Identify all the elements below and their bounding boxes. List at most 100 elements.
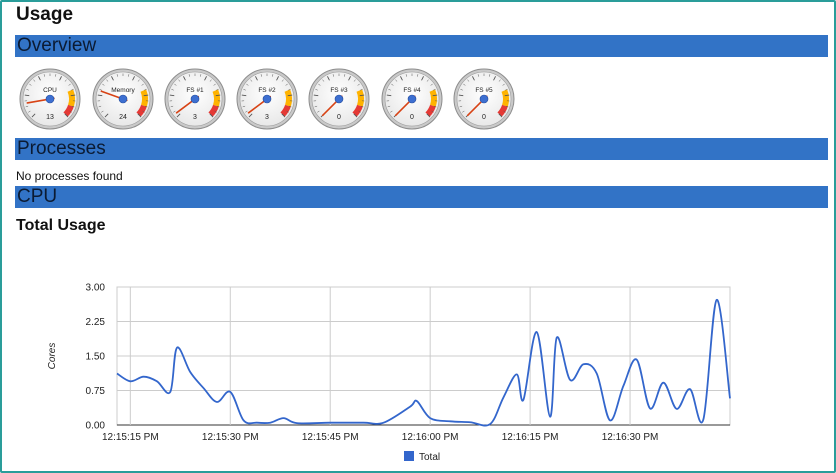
gauge-tick: [98, 105, 102, 108]
gauge-tick: [400, 76, 403, 81]
legend-swatch-total: [404, 451, 414, 461]
gauge-tick: [204, 76, 207, 81]
gauge-tick: [141, 83, 144, 86]
gauge-value: 0: [482, 114, 486, 121]
gauge-tick: [281, 113, 286, 118]
gauge-red-band: [136, 104, 147, 117]
gauge-tick: [348, 76, 351, 81]
gauge-tick: [215, 94, 221, 97]
gauge-fs2: FS #2 3: [236, 68, 298, 130]
gauge-tick: [498, 113, 503, 118]
gauge-tick: [116, 74, 118, 77]
gauge-value: 0: [337, 114, 341, 121]
gauge-tick: [327, 76, 330, 81]
gauge-red-band: [208, 104, 219, 117]
gauge-tick: [106, 79, 109, 82]
gauge-label: CPU: [43, 87, 57, 94]
gauge-hub: [407, 94, 417, 104]
gauge-tick: [432, 94, 438, 97]
gauge-label: FS #4: [403, 87, 421, 94]
gauge-tick: [33, 79, 36, 82]
gauge-tick: [188, 74, 190, 77]
gauge-tick: [242, 105, 246, 108]
gauge-tick: [59, 76, 62, 81]
gauge-tick: [25, 105, 29, 108]
gauge-tick: [353, 79, 356, 82]
gauge-tick: [250, 79, 253, 82]
gauge-tick: [255, 76, 258, 81]
y-tick-label: 1.50: [86, 352, 106, 363]
gauge-tick: [71, 105, 75, 108]
gauge-tick: [176, 113, 181, 118]
gauge-tick: [209, 113, 214, 118]
gauge-tick: [332, 74, 334, 77]
gauge-tick: [405, 74, 407, 77]
gauge-tick: [213, 83, 216, 86]
gauge-tick: [493, 76, 496, 81]
y-tick-label: 0.75: [86, 386, 106, 397]
y-axis-label: Cores: [47, 343, 58, 370]
gauge-tick: [71, 89, 74, 91]
gauge-tick: [102, 83, 105, 86]
gauge-tick: [462, 110, 465, 113]
gauge-tick: [55, 74, 57, 77]
gauge-tick: [142, 110, 145, 113]
chart-subtitle: Total Usage: [16, 217, 106, 234]
gauge-tick: [360, 89, 363, 91]
gauge-tick: [137, 79, 140, 82]
gauge-tick: [69, 110, 72, 113]
gauge-label: FS #2: [258, 87, 276, 94]
gauge-tick: [505, 105, 509, 108]
gauge-tick: [489, 74, 491, 77]
gauge-tick: [174, 83, 177, 86]
gauge-tick: [216, 105, 220, 108]
gauge-hub: [190, 94, 200, 104]
x-tick-label: 12:15:45 PM: [302, 432, 359, 443]
gauge-tick: [28, 110, 31, 113]
gauge-tick: [417, 74, 419, 77]
section-header-cpu: CPU: [15, 186, 828, 208]
gauge-tick: [64, 113, 69, 118]
gauge-label: Memory: [111, 87, 135, 94]
gauge-value: 3: [265, 114, 269, 121]
section-header-overview: Overview: [15, 35, 828, 57]
y-tick-label: 2.25: [86, 317, 106, 328]
gauge-label: FS #5: [475, 87, 493, 94]
gauge-tick: [128, 74, 130, 77]
gauge-cpu: CPU 13: [19, 68, 81, 130]
gauge-tick: [505, 89, 508, 91]
gauge-tick: [178, 79, 181, 82]
x-tick-label: 12:16:00 PM: [402, 432, 459, 443]
gauge-tick: [498, 79, 501, 82]
gauge-yellow-band: [501, 89, 509, 107]
gauge-tick: [463, 83, 466, 86]
gauge-tick: [64, 79, 67, 82]
gauge-tick: [431, 110, 434, 113]
gauge-tick: [504, 94, 510, 97]
gauge-hub: [45, 94, 55, 104]
gauge-tick: [171, 89, 174, 91]
gauge-tick: [387, 105, 391, 108]
gauge-tick: [144, 105, 148, 108]
gauge-tick: [360, 105, 364, 108]
gauge-tick: [322, 79, 325, 82]
gauge-tick: [460, 89, 463, 91]
gauge-red-band: [497, 104, 508, 117]
no-processes-message: No processes found: [16, 169, 123, 183]
gauge-tick: [314, 105, 318, 108]
gauge-yellow-band: [212, 89, 220, 107]
gauge-tick: [395, 79, 398, 82]
page-title: Usage: [16, 4, 74, 25]
gauge-tick: [183, 76, 186, 81]
gauge-tick: [430, 83, 433, 86]
x-tick-label: 12:16:15 PM: [502, 432, 559, 443]
gauge-tick: [97, 94, 103, 97]
gauge-tick: [38, 76, 41, 81]
gauge-tick: [43, 74, 45, 77]
gauge-tick: [433, 105, 437, 108]
y-tick-label: 3.00: [86, 283, 106, 294]
gauge-value: 13: [46, 114, 54, 121]
gauge-tick: [246, 83, 249, 86]
gauge-tick: [104, 113, 109, 118]
